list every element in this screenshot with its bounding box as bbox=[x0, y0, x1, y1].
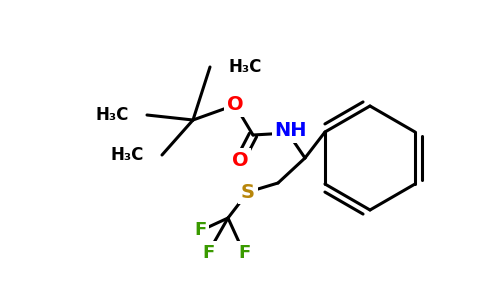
Text: NH: NH bbox=[275, 122, 307, 140]
Text: H₃C: H₃C bbox=[111, 146, 144, 164]
Text: F: F bbox=[194, 221, 206, 239]
Text: H₃C: H₃C bbox=[228, 58, 261, 76]
Text: F: F bbox=[202, 244, 214, 262]
Text: H₃C: H₃C bbox=[96, 106, 129, 124]
Text: F: F bbox=[238, 244, 250, 262]
Text: O: O bbox=[232, 151, 248, 169]
Text: S: S bbox=[241, 182, 255, 202]
Text: O: O bbox=[227, 95, 243, 115]
